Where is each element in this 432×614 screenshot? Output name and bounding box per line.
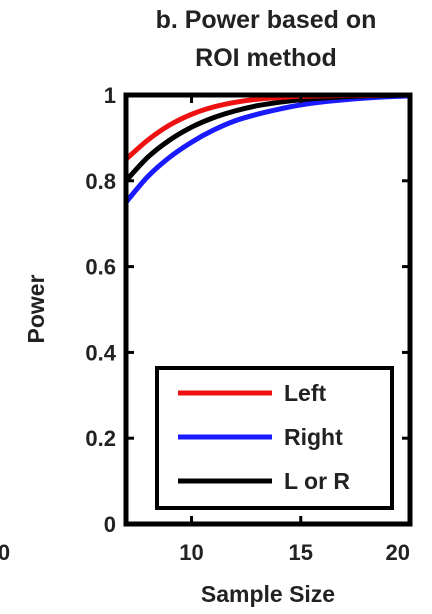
legend: Left Right L or R — [155, 366, 394, 510]
x-tick-label: 10 — [179, 540, 203, 565]
y-tick-label: 0.4 — [85, 340, 116, 365]
edge-tick-label: 0 — [0, 540, 10, 565]
y-tick-label: 0.2 — [85, 426, 116, 451]
series-line-right — [126, 95, 410, 204]
axis-ticks: 0 0.2 0.4 0.6 0.8 1 10 15 20 — [85, 83, 412, 565]
y-tick-label: 0.6 — [85, 255, 116, 280]
chart-title-line-2: ROI method — [195, 44, 337, 72]
x-tick-label: 15 — [289, 540, 313, 565]
series-line-l-or-r — [126, 95, 410, 183]
x-tick-label: 20 — [386, 540, 410, 565]
legend-label-l-or-r: L or R — [284, 468, 350, 494]
y-tick-label: 0.8 — [85, 169, 116, 194]
y-axis-label: Power — [23, 274, 49, 343]
legend-label-right: Right — [284, 424, 343, 450]
y-tick-label: 1 — [104, 83, 116, 108]
chart-title-line-1: b. Power based on — [156, 6, 377, 34]
legend-label-left: Left — [284, 380, 327, 406]
plot-area-frame — [123, 92, 413, 527]
x-axis-label: Sample Size — [201, 581, 335, 607]
y-tick-label: 0 — [104, 512, 116, 537]
series-lines — [126, 95, 410, 204]
